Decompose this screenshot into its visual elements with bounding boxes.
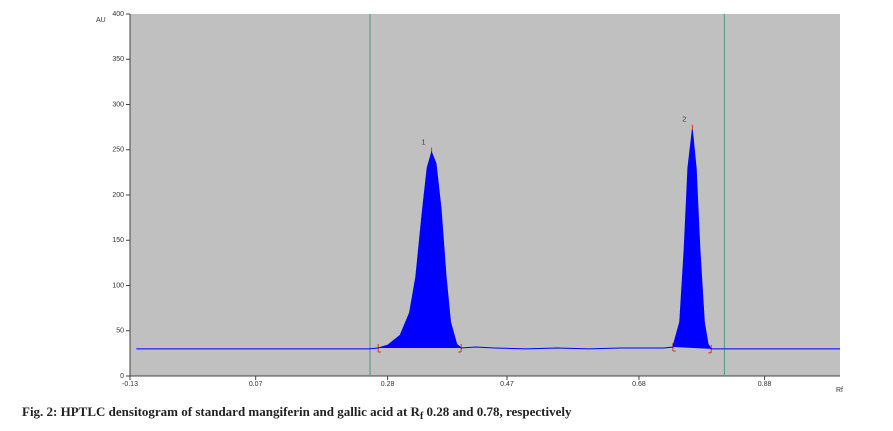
y-axis-label: AU (96, 17, 106, 24)
x-tick-label: 0.68 (632, 381, 646, 388)
peak-area (672, 129, 712, 349)
x-axis-label: Rf (836, 387, 843, 394)
y-tick-label: 50 (116, 328, 124, 335)
caption-text: Fig. 2: HPTLC densitogram of standard ma… (22, 404, 421, 419)
peak-label: 1 (422, 139, 426, 146)
peak-label: 2 (682, 117, 686, 124)
caption-subscript: f (420, 411, 424, 422)
caption: Fig. 2: HPTLC densitogram of standard ma… (22, 404, 572, 422)
y-tick-label: 200 (112, 192, 124, 199)
trace-line (136, 129, 840, 350)
x-tick-label: 0.88 (758, 381, 772, 388)
y-tick-label: 0 (120, 373, 124, 380)
x-tick-label: 0.07 (249, 381, 263, 388)
y-tick-label: 400 (112, 11, 124, 18)
x-tick-label: 0.47 (500, 381, 514, 388)
caption-text: 0.28 and 0.78, respectively (423, 404, 572, 419)
y-tick-label: 250 (112, 147, 124, 154)
y-tick-label: 100 (112, 282, 124, 289)
y-tick-label: 300 (112, 101, 124, 108)
x-tick-label: -0.13 (122, 381, 138, 388)
y-tick-label: 150 (112, 237, 124, 244)
y-tick-label: 350 (112, 56, 124, 63)
plot-area (130, 14, 840, 376)
x-tick-label: 0.28 (381, 381, 395, 388)
peak-area (378, 152, 462, 348)
